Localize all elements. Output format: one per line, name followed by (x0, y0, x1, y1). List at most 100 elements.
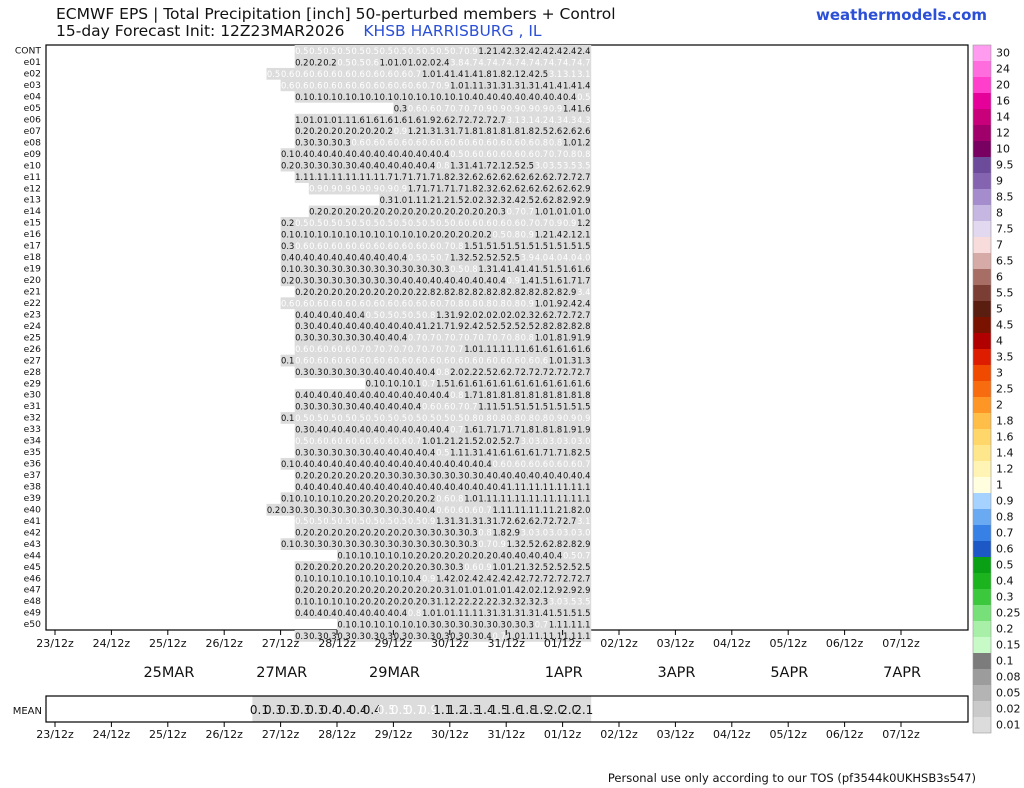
cell-value: 1.6 (563, 344, 576, 354)
cell-value: 0.4 (323, 608, 336, 618)
cell-value: 0.2 (464, 551, 477, 561)
member-cell (407, 240, 422, 252)
mean-value: 1.9 (532, 703, 551, 717)
cell-value: 4.7 (492, 57, 505, 67)
cell-value: 0.6 (450, 356, 463, 366)
member-cell (463, 561, 479, 573)
member-cell (294, 308, 310, 321)
cell-value: 1.4 (450, 69, 463, 79)
cell-value: 0.3 (380, 470, 393, 480)
cell-value: 0.5 (351, 57, 364, 67)
member-cell (506, 217, 521, 229)
cell-value: 0.1 (323, 229, 336, 239)
cell-value: 0.4 (436, 149, 449, 159)
cell-value: 0.9 (366, 184, 379, 194)
cell-value: 2.4 (577, 46, 590, 56)
member-cell (506, 308, 521, 321)
member-cell (548, 308, 563, 321)
member-cell (576, 377, 592, 390)
cell-value: 0.3 (408, 470, 421, 480)
cell-value: 0.4 (351, 608, 364, 618)
member-cell (449, 595, 465, 608)
member-cell (435, 285, 451, 298)
cell-value: 0.4 (422, 275, 435, 285)
cell-value: 2.3 (478, 195, 491, 205)
member-cell (379, 469, 394, 482)
member-cell (337, 320, 352, 333)
member-cell (379, 446, 394, 459)
cell-value: 0.3 (436, 539, 449, 549)
member-cell (548, 549, 563, 562)
member-cell (548, 469, 563, 482)
station-name: KHSB HARRISBURG , IL (363, 22, 542, 40)
cell-value: 0.3 (351, 631, 364, 641)
member-label: e31 (24, 401, 41, 412)
cell-value: 0.6 (521, 149, 534, 159)
cell-value: 0.3 (507, 619, 520, 629)
x-tick-label: 03/12z (657, 637, 695, 650)
mean-cell (337, 696, 352, 722)
member-cell (562, 136, 578, 149)
cell-value: 0.3 (295, 505, 308, 515)
cell-value: 2.0 (492, 310, 505, 320)
member-cell (548, 343, 563, 356)
member-cell (520, 79, 535, 92)
cell-value: 1.3 (492, 608, 505, 618)
cell-value: 2.9 (549, 585, 562, 595)
member-cell (322, 469, 338, 482)
member-label: CONT (15, 46, 42, 57)
member-cell (365, 549, 380, 562)
cell-value: 1.8 (507, 390, 520, 400)
member-cell (379, 79, 394, 92)
member-cell (449, 412, 465, 424)
x-tick-label: 30/12z (431, 637, 469, 650)
mean-value: 2.0 (546, 703, 565, 717)
cell-value: 0.4 (563, 92, 576, 102)
cell-value: 0.7 (507, 207, 520, 217)
member-cell (449, 79, 465, 92)
cell-value: 0.4 (492, 275, 505, 285)
cell-value: 0.4 (394, 367, 407, 377)
member-cell (534, 320, 549, 333)
cell-value: 1.0 (549, 356, 562, 366)
member-cell (337, 630, 352, 642)
colorbar-swatch (973, 493, 991, 509)
member-cell (435, 607, 451, 619)
member-cell (463, 366, 479, 378)
cell-value: 2.0 (464, 195, 477, 205)
member-cell (435, 320, 451, 333)
site-link[interactable]: weathermodels.com (816, 6, 988, 24)
member-cell (492, 56, 507, 69)
cell-value: 0.9 (478, 562, 491, 572)
member-cell (548, 526, 563, 539)
cell-value: 3.1 (521, 115, 534, 125)
member-cell (351, 584, 366, 596)
cell-value: 0.2 (422, 493, 435, 503)
cell-value: 0.2 (436, 229, 449, 239)
cell-value: 0.6 (323, 344, 336, 354)
colorbar-swatch (973, 349, 991, 365)
colorbar-label: 0.25 (996, 607, 1021, 620)
colorbar-swatch (973, 333, 991, 349)
cell-value: 1.6 (507, 447, 520, 457)
mean-x-tick-label: 05/12z (769, 728, 807, 741)
cell-value: 0.1 (281, 413, 294, 423)
member-cell (520, 240, 535, 252)
cell-value: 0.1 (380, 574, 393, 584)
member-cell (308, 205, 324, 218)
cell-value: 1.1 (464, 608, 477, 618)
member-cell (576, 320, 592, 333)
cell-value: 2.5 (521, 539, 534, 549)
cell-value: 1.1 (309, 172, 322, 182)
cell-value: 2.5 (577, 562, 590, 572)
member-cell (548, 148, 563, 161)
cell-value: 0.3 (351, 447, 364, 457)
member-label: e33 (24, 424, 41, 435)
cell-value: 0.6 (295, 69, 308, 79)
cell-value: 0.4 (492, 470, 505, 480)
cell-value: 0.5 (408, 310, 421, 320)
member-cell (322, 262, 338, 275)
cell-value: 2.4 (507, 195, 520, 205)
cell-value: 0.2 (394, 207, 407, 217)
colorbar-label: 0.8 (996, 511, 1014, 524)
